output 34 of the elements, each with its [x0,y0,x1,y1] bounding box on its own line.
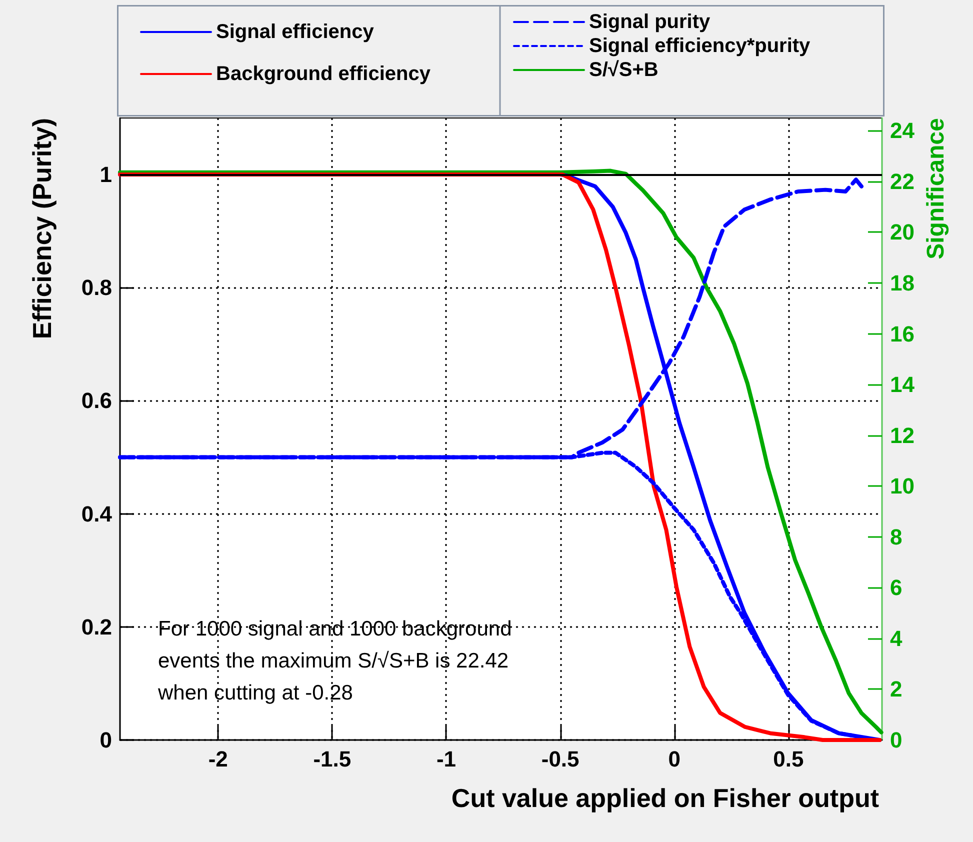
legend-label: Background efficiency [216,63,432,85]
x-tick-label: 0.5 [773,746,804,772]
y-tick-label: 0 [100,728,112,752]
legend-label: Signal efficiency*purity [589,35,812,57]
x-axis-title: Cut value applied on Fisher output [451,783,880,813]
x-tick-label: 0 [668,746,681,772]
x-tick-label: -1.5 [313,746,352,772]
y2-tick-label: 20 [890,220,914,245]
y2-tick-label: 0 [890,728,902,752]
x-tick-label: -0.5 [541,746,580,772]
y-tick-label: 0.2 [81,614,112,640]
y2-tick-label: 22 [890,168,914,194]
y2-tick-label: 24 [890,118,916,144]
y2-tick-label: 6 [890,575,902,600]
y-axis-title: Efficiency (Purity) [27,118,57,340]
y2-axis-title: Significance [922,118,950,260]
y2-tick-label: 10 [890,474,914,499]
y-tick-label: 0.6 [81,388,112,414]
y-tick-label: 0.8 [81,275,112,300]
y-tick-label: 1 [100,162,112,188]
legend-label: S/√S+B [589,59,658,81]
y2-tick-label: 16 [890,321,914,346]
y-tick-label: 0.4 [81,501,113,526]
y2-tick-label: 18 [890,270,914,296]
y2-tick-label: 8 [890,524,902,550]
legend-label: Signal efficiency [216,21,375,43]
y2-tick-label: 4 [890,626,903,651]
legend-label: Signal purity [589,11,711,33]
x-tick-label: -2 [208,746,228,772]
y2-tick-label: 2 [890,676,902,702]
y2-tick-label: 14 [890,372,916,398]
annotation: For 1000 signal and 1000 background events the maximum S/√S+B is 22.42 when cutting at -0.28 [157,618,518,704]
x-tick-label: -1 [436,746,456,772]
y2-tick-label: 12 [890,422,914,448]
